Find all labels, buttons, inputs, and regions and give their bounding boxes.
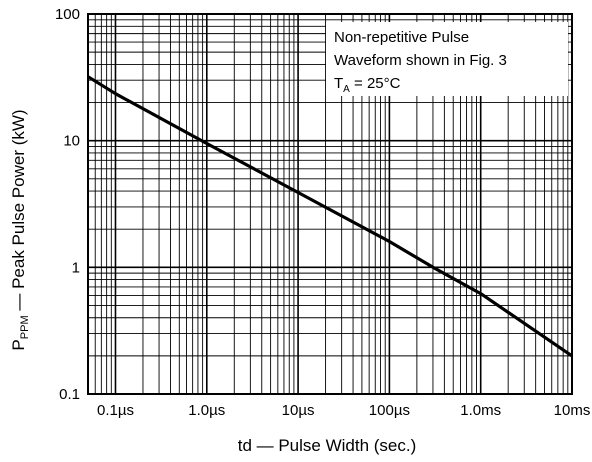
- annotation-condition-main: T: [334, 75, 343, 92]
- y-axis-label: PPPM — Peak Pulse Power (kW): [9, 109, 31, 350]
- y-tick-label: 1: [72, 259, 80, 276]
- x-tick-labels: 0.1µs 1.0µs 10µs 100µs 1.0ms 10ms: [97, 402, 590, 419]
- annotation-background: [326, 22, 568, 96]
- x-tick-label: 10µs: [282, 402, 315, 419]
- y-axis-label-main: P: [9, 339, 28, 350]
- annotation-line-2: Waveform shown in Fig. 3: [334, 52, 507, 69]
- x-tick-label: 10ms: [554, 402, 591, 419]
- x-tick-label: 1.0µs: [188, 402, 225, 419]
- x-axis-label: td — Pulse Width (sec.): [238, 436, 417, 455]
- x-tick-label: 0.1µs: [97, 402, 134, 419]
- annotation-condition-rest: = 25°C: [350, 75, 401, 92]
- series-layer: [87, 75, 573, 358]
- plot-frame: [87, 13, 573, 395]
- y-tick-label: 100: [55, 6, 80, 23]
- x-tick-label: 1.0ms: [460, 402, 501, 419]
- y-axis-label-rest: — Peak Pulse Power (kW): [9, 109, 28, 315]
- y-tick-label: 0.1: [59, 386, 80, 403]
- y-axis-label-subscript: PPM: [19, 315, 31, 339]
- annotation-box: Non-repetitive Pulse Waveform shown in F…: [326, 22, 568, 96]
- annotation-line-1: Non-repetitive Pulse: [334, 29, 469, 46]
- annotation-condition-subscript: A: [343, 84, 350, 95]
- y-tick-labels: 0.1 1 10 100: [55, 6, 80, 403]
- y-tick-label: 10: [63, 133, 80, 150]
- x-tick-label: 100µs: [369, 402, 410, 419]
- annotation-condition: TA = 25°C: [334, 75, 401, 95]
- series-line: [87, 75, 573, 358]
